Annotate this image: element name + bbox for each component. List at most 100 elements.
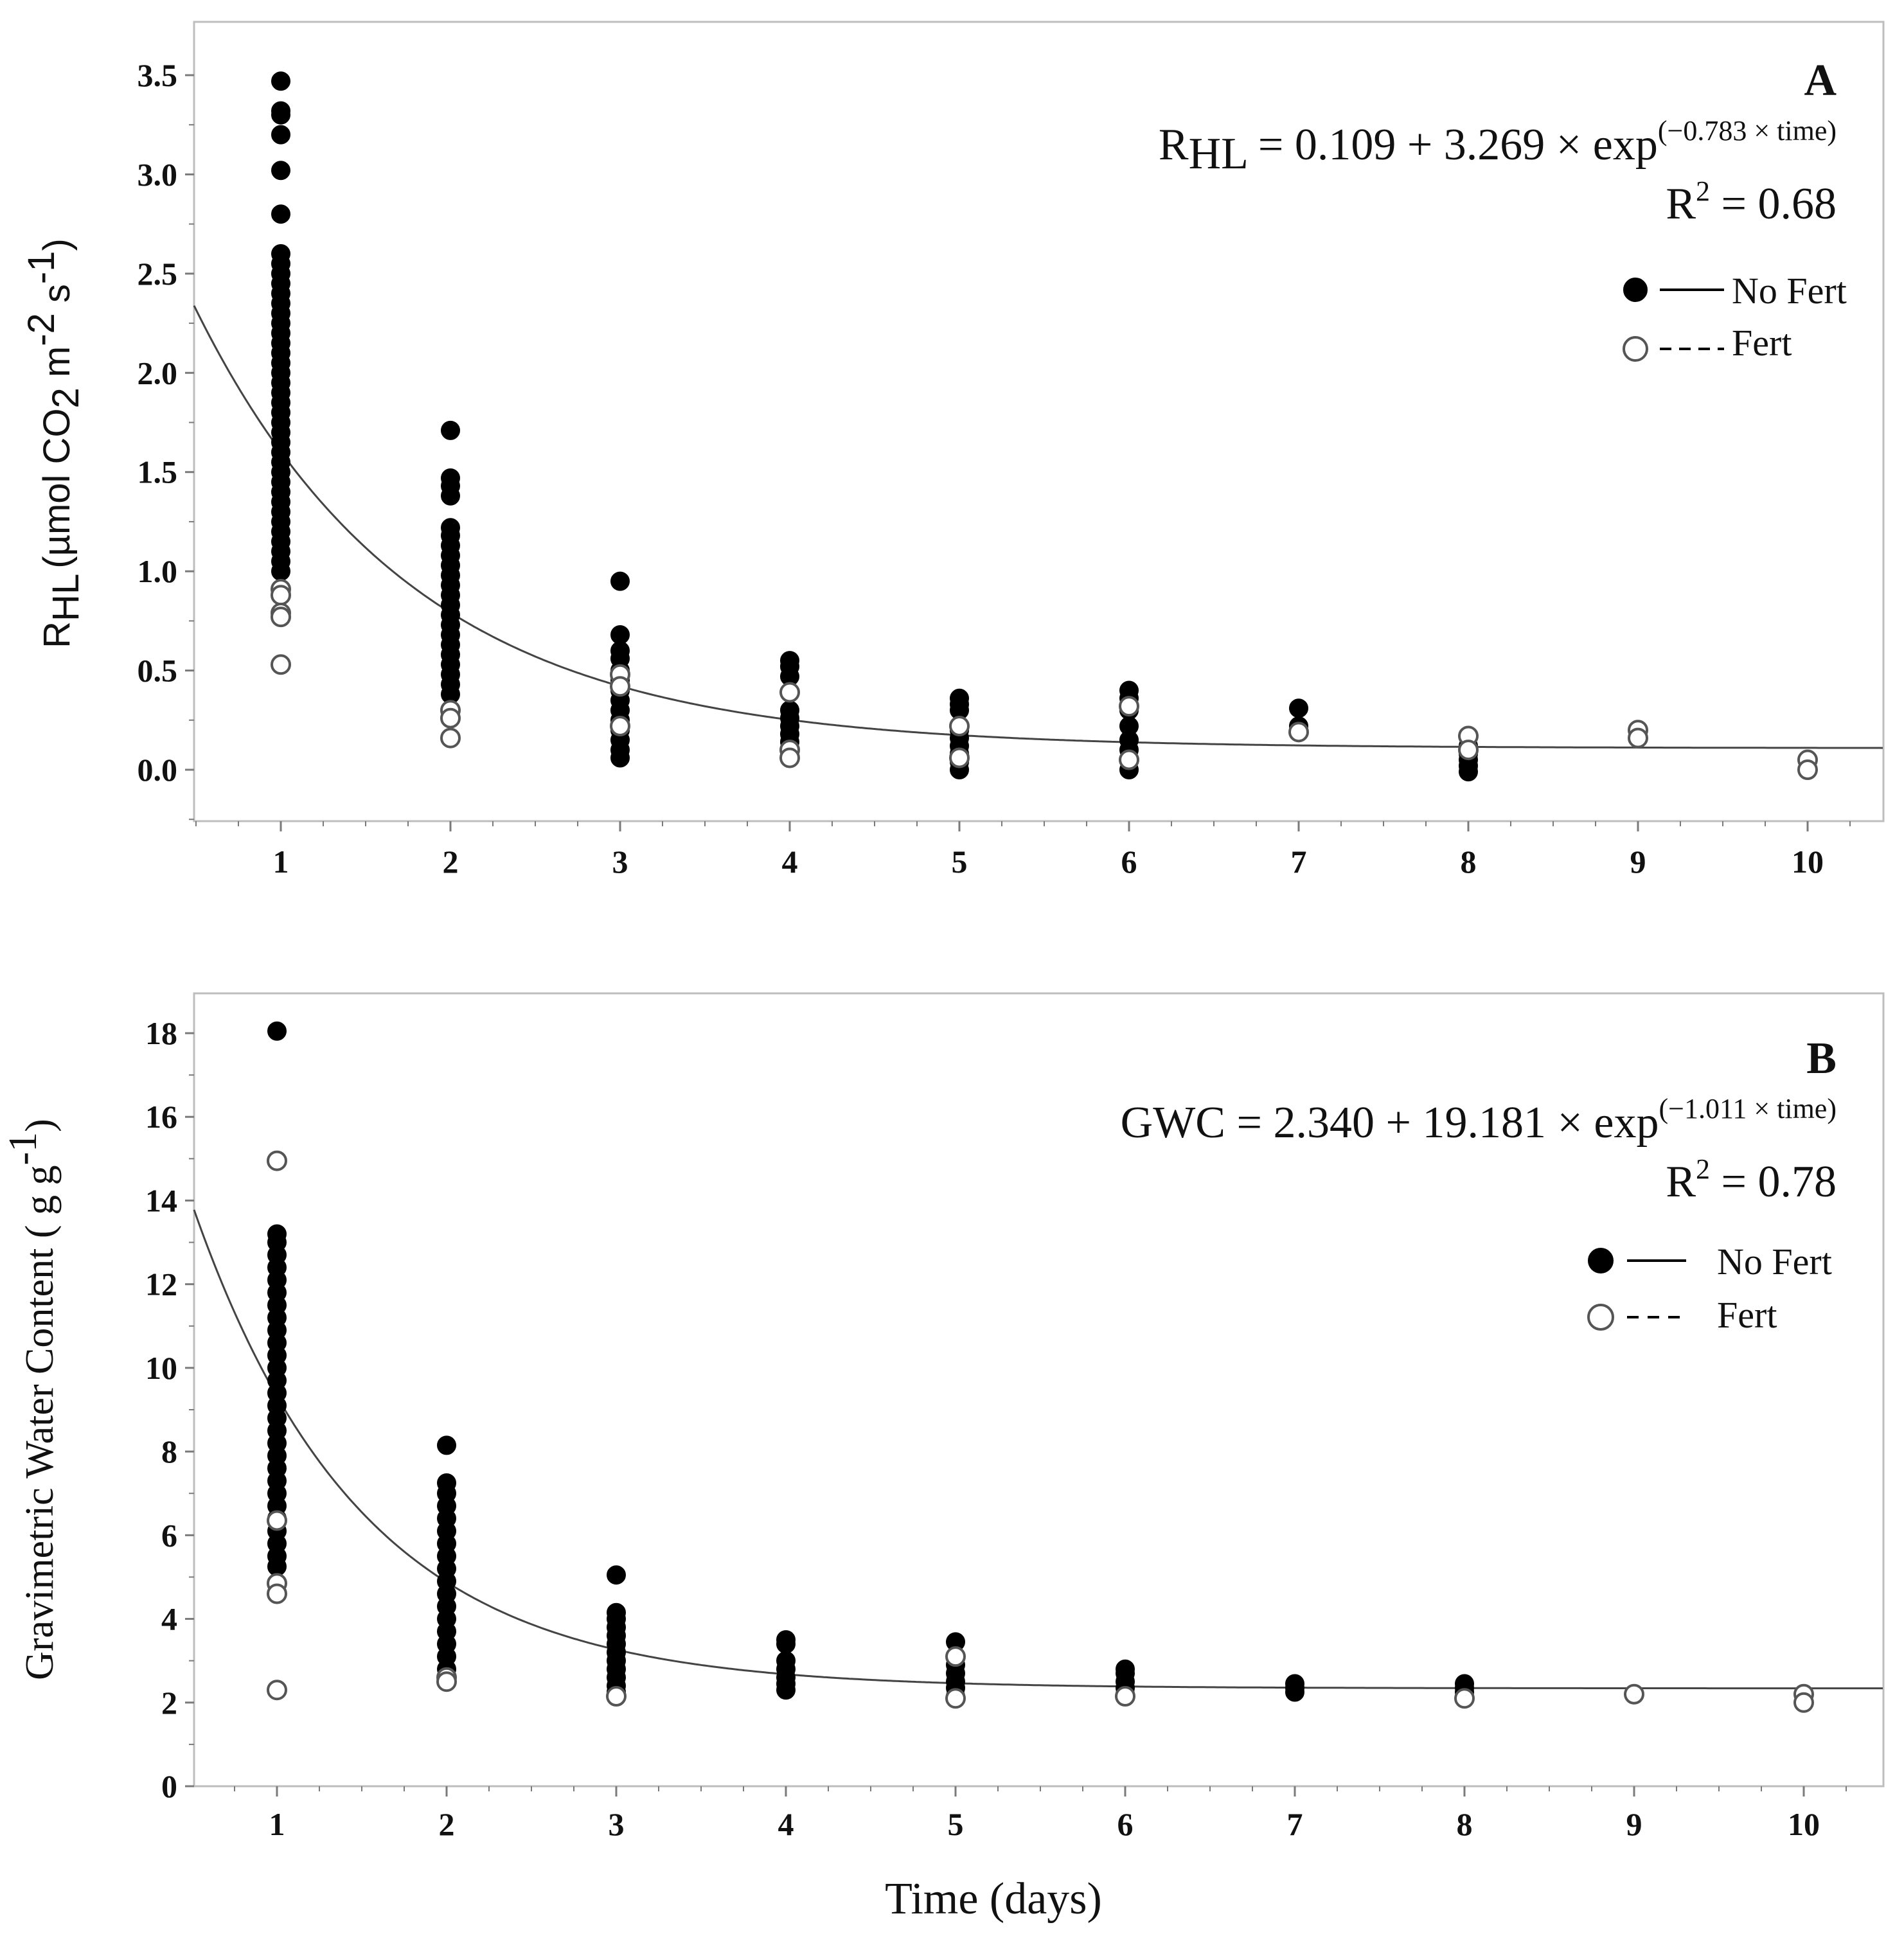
no-fert-data-point xyxy=(441,486,460,506)
x-tick-label: 2 xyxy=(439,1806,455,1842)
no-fert-data-point xyxy=(271,562,290,581)
y-tick-label: 2.0 xyxy=(138,355,178,391)
fert-data-point xyxy=(267,1510,287,1531)
x-tick-label: 8 xyxy=(1461,844,1477,880)
panel-b-axis-ticks xyxy=(185,1032,1847,1797)
y-tick-label: 4 xyxy=(161,1601,177,1637)
x-tick-label: 8 xyxy=(1457,1806,1473,1842)
fert-data-point xyxy=(271,607,291,628)
y-tick-label: 6 xyxy=(161,1517,177,1553)
fert-data-point xyxy=(267,1150,287,1171)
x-tick-label: 6 xyxy=(1117,1806,1134,1842)
fert-data-point xyxy=(945,1646,966,1667)
panel-a-data-points xyxy=(271,71,1818,782)
fert-data-point xyxy=(271,654,291,675)
panel-a-fit-curve xyxy=(193,305,1883,749)
y-tick-label: 18 xyxy=(145,1015,177,1051)
no-fert-data-point xyxy=(271,105,290,125)
x-tick-label: 10 xyxy=(1792,844,1824,880)
x-tick-label: 5 xyxy=(952,844,968,880)
x-tick-label: 3 xyxy=(609,1806,625,1842)
panel-a-y-axis-label: RHL(µmol CO2 m-2 s-1) xyxy=(21,238,87,648)
no-fert-data-point xyxy=(776,1680,796,1700)
panel-b-r-squared: R2 = 0.78 xyxy=(1666,1153,1837,1207)
y-tick-label: 12 xyxy=(145,1266,177,1302)
x-tick-label: 1 xyxy=(269,1806,285,1842)
panel-b-equation: GWC = 2.340 + 19.181 × exp(−1.011 × time… xyxy=(1121,1093,1837,1148)
fert-data-point xyxy=(1628,727,1648,749)
x-tick-label: 7 xyxy=(1291,844,1307,880)
no-fert-data-point xyxy=(271,71,290,91)
x-tick-label: 2 xyxy=(443,844,459,880)
no-fert-data-point xyxy=(271,204,290,224)
fert-data-point xyxy=(1288,722,1309,743)
no-fert-data-point xyxy=(267,1021,287,1041)
y-tick-label: 14 xyxy=(145,1182,177,1218)
panel-a-plot-frame xyxy=(193,21,1885,822)
panel-a-chart: 0.0 0.5 1.0 1.5 2.0 2.5 3.0 3.5 1 2 3 4 5 6 7 8 9 10 RHL… xyxy=(21,21,1885,880)
panel-b-letter: B xyxy=(1806,1034,1837,1083)
fert-data-point xyxy=(779,682,800,703)
fert-data-point xyxy=(440,707,461,729)
no-fert-data-point xyxy=(610,748,630,768)
panel-b-fit-curve xyxy=(193,1209,1883,1690)
no-fert-data-point xyxy=(1289,698,1308,718)
no-fert-data-point xyxy=(610,571,630,591)
x-tick-label: 4 xyxy=(782,844,798,880)
fert-data-point xyxy=(949,747,970,768)
y-tick-label: 2 xyxy=(161,1685,177,1721)
panel-b-legend-label-fert: Fert xyxy=(1717,1294,1777,1336)
fert-data-point xyxy=(949,716,970,737)
no-fert-data-point xyxy=(1459,762,1478,782)
panel-a-r-squared: R2 = 0.68 xyxy=(1666,175,1837,229)
no-fert-data-point xyxy=(267,1557,287,1577)
panel-a-legend-label-no-fert: No Fert xyxy=(1732,270,1847,312)
x-tick-label: 7 xyxy=(1287,1806,1303,1842)
panel-a-axis-ticks xyxy=(185,74,1851,831)
legend-open-circle-icon xyxy=(1587,1304,1614,1331)
fert-data-point xyxy=(267,1583,287,1604)
fert-data-point xyxy=(1115,1686,1135,1707)
fert-data-point xyxy=(610,676,630,697)
y-tick-label: 3.0 xyxy=(138,156,178,192)
y-tick-label: 10 xyxy=(145,1350,177,1386)
fert-data-point xyxy=(606,1686,627,1707)
fert-data-point xyxy=(267,1680,287,1701)
no-fert-data-point xyxy=(437,1435,456,1455)
fert-data-point xyxy=(436,1671,457,1692)
panel-b-y-tick-labels: 0 2 4 6 8 10 12 14 16 18 xyxy=(145,1015,177,1804)
fert-data-point xyxy=(1793,1692,1814,1713)
legend-filled-circle-icon xyxy=(1588,1248,1614,1273)
no-fert-data-point xyxy=(607,1565,626,1585)
y-tick-label: 0.0 xyxy=(138,752,178,788)
y-tick-label: 3.5 xyxy=(138,57,178,93)
fert-data-point xyxy=(1119,749,1139,770)
y-tick-label: 0 xyxy=(161,1768,177,1804)
y-tick-label: 0.5 xyxy=(138,653,178,689)
fert-data-point xyxy=(610,716,630,737)
y-tick-label: 2.5 xyxy=(138,256,178,292)
fert-data-point xyxy=(271,585,291,606)
no-fert-data-point xyxy=(1285,1682,1304,1702)
x-tick-label: 3 xyxy=(612,844,628,880)
no-fert-data-point xyxy=(271,161,290,181)
x-tick-label: 9 xyxy=(1630,844,1646,880)
y-tick-label: 1.5 xyxy=(138,454,178,490)
panel-b-y-axis-label: Gravimetric Water Content ( g g-1) xyxy=(1,1119,62,1680)
fert-data-point xyxy=(1458,740,1479,761)
panel-b-plot-frame xyxy=(193,992,1885,1788)
x-tick-label: 5 xyxy=(948,1806,964,1842)
fert-data-point xyxy=(945,1688,966,1709)
fert-data-point xyxy=(1624,1683,1644,1705)
legend-filled-circle-icon xyxy=(1623,278,1648,302)
y-tick-label: 16 xyxy=(145,1099,177,1135)
x-tick-label: 6 xyxy=(1121,844,1137,880)
panel-a-legend-label-fert: Fert xyxy=(1732,322,1792,364)
y-tick-label: 8 xyxy=(161,1433,177,1469)
fert-data-point xyxy=(1454,1688,1475,1709)
panel-a-x-tick-labels: 1 2 3 4 5 6 7 8 9 10 xyxy=(273,844,1824,880)
y-tick-label: 1.0 xyxy=(138,553,178,589)
panel-a-legend: No Fert Fert xyxy=(1623,270,1847,364)
